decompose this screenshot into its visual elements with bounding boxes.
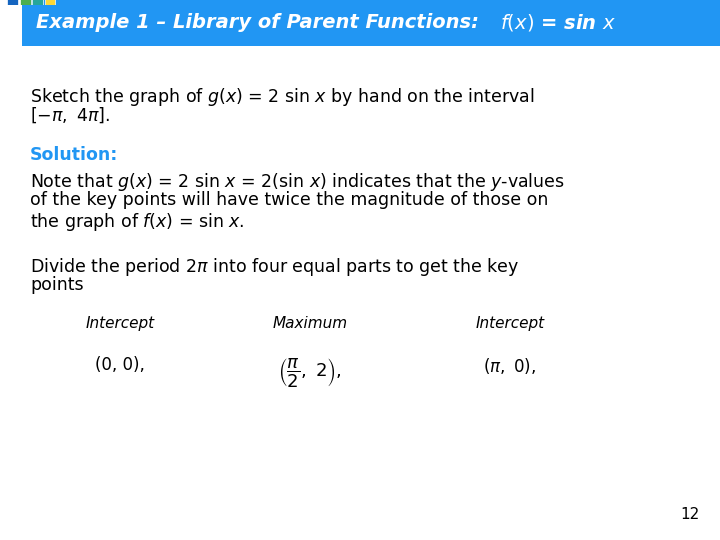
Text: Intercept: Intercept — [475, 316, 544, 331]
Bar — [7, 0, 18, 5]
Text: Intercept: Intercept — [86, 316, 155, 331]
Text: Maximum: Maximum — [272, 316, 348, 331]
Text: Note that $g(x)$ = 2 sin $x$ = 2(sin $x$) indicates that the $y$-values: Note that $g(x)$ = 2 sin $x$ = 2(sin $x$… — [30, 171, 564, 193]
Text: the graph of $f(x)$ = sin $x$.: the graph of $f(x)$ = sin $x$. — [30, 211, 245, 233]
Text: of the key points will have twice the magnitude of those on: of the key points will have twice the ma… — [30, 191, 549, 209]
Text: $f(x)$ = sin $x$: $f(x)$ = sin $x$ — [500, 12, 616, 33]
Text: Sketch the graph of $g(x)$ = 2 sin $x$ by hand on the interval: Sketch the graph of $g(x)$ = 2 sin $x$ b… — [30, 86, 534, 108]
Text: $[-\pi,\ 4\pi]$.: $[-\pi,\ 4\pi]$. — [30, 106, 110, 125]
Text: Example 1 – Library of Parent Functions:: Example 1 – Library of Parent Functions: — [35, 14, 485, 32]
Bar — [32, 0, 43, 5]
Bar — [45, 0, 55, 5]
Text: Solution:: Solution: — [30, 146, 118, 164]
Text: $\left(\dfrac{\pi}{2},\ 2\right),$: $\left(\dfrac{\pi}{2},\ 2\right),$ — [278, 356, 342, 389]
Text: $(\pi,\ 0),$: $(\pi,\ 0),$ — [483, 356, 536, 376]
Text: (0, 0),: (0, 0), — [95, 356, 145, 374]
Text: 12: 12 — [680, 507, 700, 522]
Text: Divide the period $2\pi$ into four equal parts to get the key: Divide the period $2\pi$ into four equal… — [30, 256, 519, 278]
Text: points: points — [30, 276, 84, 294]
Bar — [20, 0, 31, 5]
